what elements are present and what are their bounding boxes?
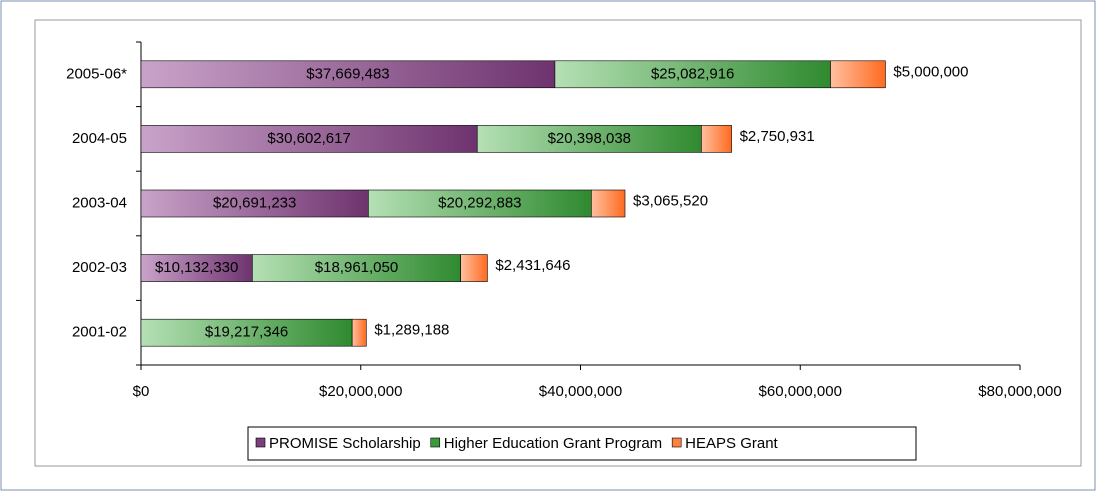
- chart-area: [34, 19, 1082, 467]
- data-label: $25,082,916: [651, 65, 734, 82]
- bar-segment: [351, 318, 367, 347]
- data-label: $30,602,617: [267, 130, 350, 147]
- data-label: $2,431,646: [495, 257, 570, 274]
- data-label: $19,217,346: [205, 324, 288, 341]
- bar-segment: [830, 60, 886, 89]
- y-tick-label: 2002-03: [72, 259, 127, 276]
- legend-label: Higher Education Grant Program: [444, 435, 662, 452]
- bar-segment: [554, 60, 831, 89]
- legend-swatch: [671, 437, 682, 448]
- x-tick-label: $40,000,000: [539, 383, 622, 400]
- bar-segment: [140, 254, 253, 282]
- data-label: $20,691,233: [213, 194, 296, 211]
- x-tick-label: $60,000,000: [759, 383, 842, 400]
- bar-segment: [460, 254, 488, 282]
- bar-segment: [591, 189, 626, 218]
- x-tick-label: $80,000,000: [978, 383, 1061, 400]
- data-label: $2,750,931: [740, 128, 815, 145]
- bar-segment: [368, 189, 592, 218]
- legend-swatch: [430, 437, 441, 448]
- data-label: $3,065,520: [633, 192, 708, 209]
- x-tick-label: $20,000,000: [319, 383, 402, 400]
- data-label: $20,398,038: [548, 130, 631, 147]
- bar-segment: [140, 125, 478, 153]
- y-tick-label: 2001-02: [72, 324, 127, 341]
- bar-segment: [476, 125, 702, 153]
- legend-label: PROMISE Scholarship: [269, 435, 421, 452]
- bar-segment: [140, 60, 556, 89]
- data-label: $1,289,188: [374, 322, 449, 339]
- y-tick-label: 2003-04: [72, 194, 127, 211]
- data-label: $10,132,330: [155, 259, 238, 276]
- data-label: $5,000,000: [893, 63, 968, 80]
- y-tick-label: 2005-06*: [66, 65, 127, 82]
- data-label: $37,669,483: [306, 65, 389, 82]
- bar-segment: [701, 125, 732, 153]
- y-tick-label: 2004-05: [72, 130, 127, 147]
- bar-segment: [140, 318, 353, 347]
- data-label: $18,961,050: [315, 259, 398, 276]
- bar-segment: [252, 254, 461, 282]
- legend-box: [247, 426, 917, 461]
- legend-swatch: [255, 437, 266, 448]
- data-label: $20,292,883: [438, 194, 521, 211]
- legend-label: HEAPS Grant: [685, 435, 778, 452]
- bar-segment: [140, 189, 369, 218]
- x-tick-label: $0: [133, 383, 150, 400]
